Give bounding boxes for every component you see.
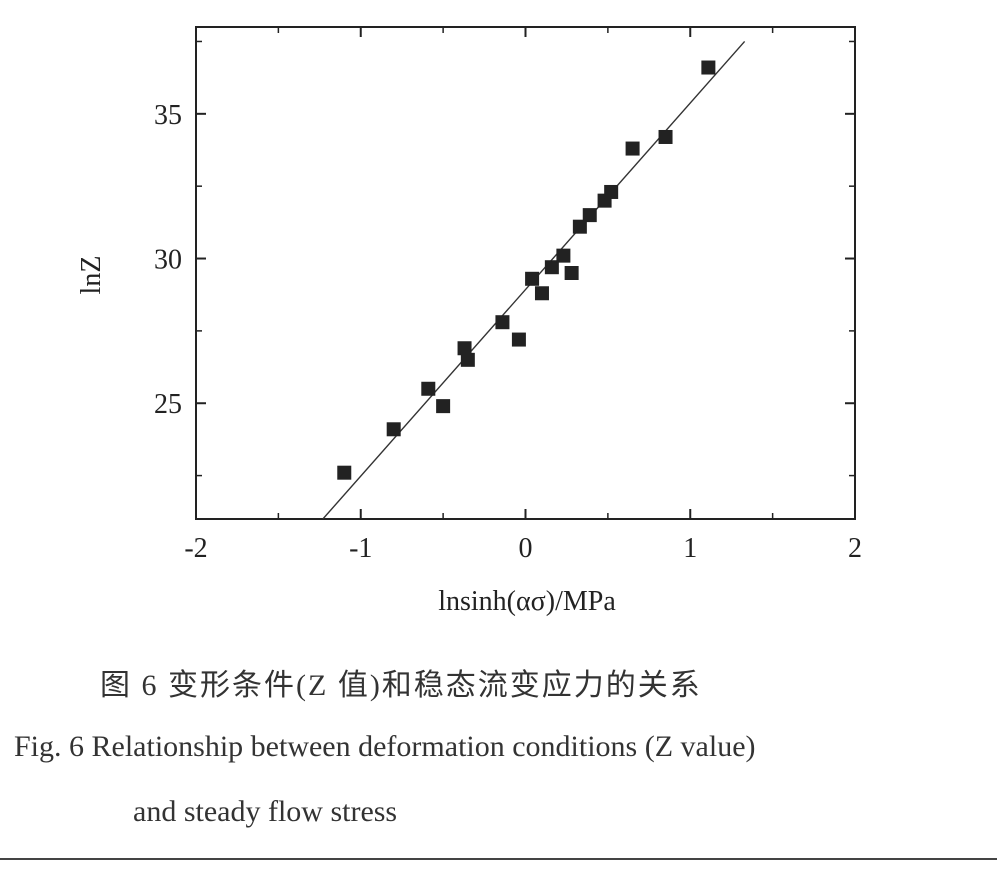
ticks-layer bbox=[195, 27, 856, 519]
data-point bbox=[421, 381, 436, 396]
data-point bbox=[564, 266, 579, 280]
data-point bbox=[544, 260, 559, 275]
y-tick-label: 25 bbox=[154, 389, 182, 420]
data-point bbox=[572, 219, 587, 234]
y-tick-label: 30 bbox=[154, 245, 182, 276]
data-point bbox=[386, 422, 401, 437]
x-axis-title: lnsinh(ασ)/MPa bbox=[438, 586, 616, 617]
data-point bbox=[534, 286, 549, 301]
data-point bbox=[556, 248, 571, 263]
data-point bbox=[457, 341, 472, 356]
x-tick-label: 2 bbox=[848, 533, 862, 564]
x-tick-label: -1 bbox=[349, 533, 372, 564]
data-points-layer bbox=[337, 60, 716, 480]
data-point bbox=[604, 184, 619, 199]
data-point bbox=[495, 315, 510, 330]
figure-caption-english-line2: and steady flow stress bbox=[133, 795, 398, 828]
data-point bbox=[337, 465, 352, 480]
x-tick-label: -2 bbox=[184, 533, 207, 564]
data-point bbox=[525, 271, 540, 286]
figure-caption-english-line1: Fig. 6 Relationship between deformation … bbox=[14, 730, 756, 763]
x-tick-label: 0 bbox=[519, 533, 533, 564]
data-point bbox=[701, 60, 716, 75]
figure-caption-chinese: 图 6 变形条件(Z 值)和稳态流变应力的关系 bbox=[100, 669, 702, 702]
data-point bbox=[460, 352, 475, 367]
y-tick-label: 35 bbox=[154, 100, 182, 131]
data-point bbox=[582, 208, 597, 223]
page-divider bbox=[0, 858, 997, 860]
scatter-chart: -2 -1 0 1 2 25 30 35 lnsinh(ασ)/MPa lnZ bbox=[76, 26, 862, 617]
y-axis-title: lnZ bbox=[76, 256, 107, 295]
data-point bbox=[511, 332, 526, 347]
x-tick-label: 1 bbox=[683, 533, 697, 564]
data-point bbox=[436, 399, 451, 414]
data-point bbox=[625, 141, 640, 156]
data-point bbox=[658, 129, 673, 144]
tick-labels-layer: -2 -1 0 1 2 25 30 35 bbox=[154, 100, 862, 564]
